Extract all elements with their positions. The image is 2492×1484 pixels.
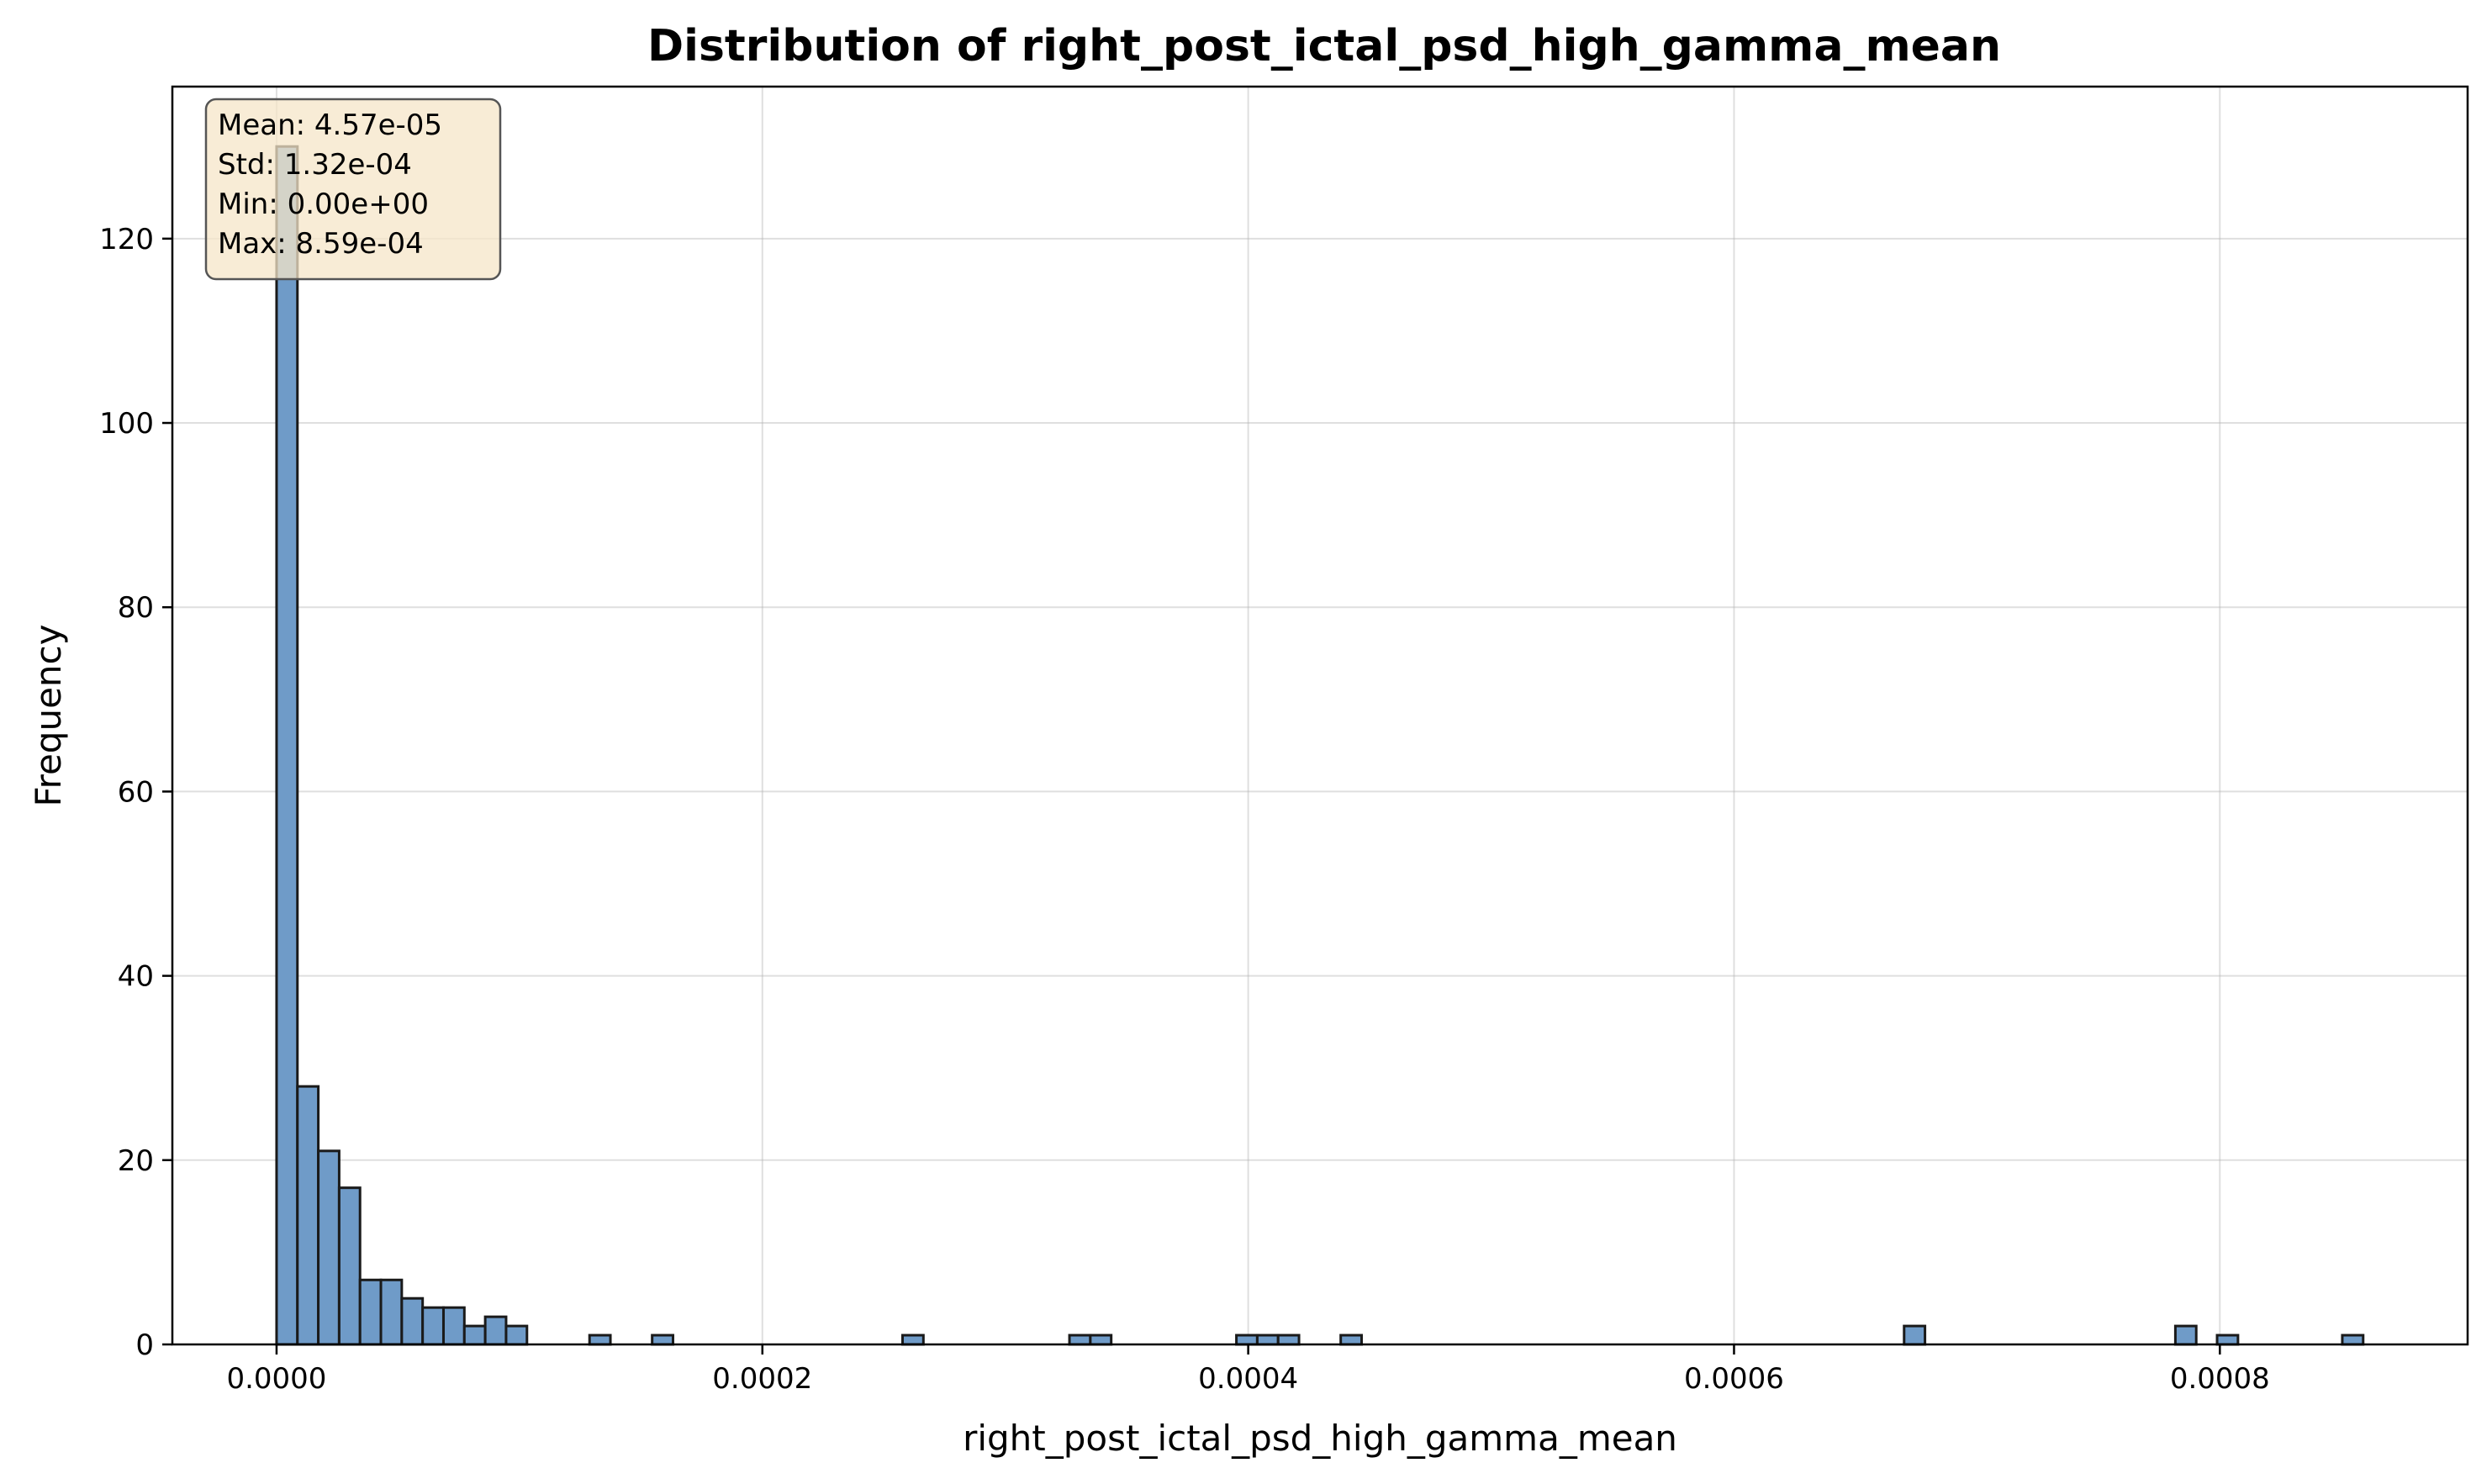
histogram-bar-15 — [588, 1333, 612, 1346]
histogram-bar-10 — [483, 1315, 508, 1346]
histogram-bar-30 — [900, 1333, 925, 1346]
histogram-bars — [275, 145, 2365, 1346]
histogram-bar-47 — [1255, 1333, 1280, 1346]
y-tick-label-3: 60 — [118, 775, 154, 809]
x-tick-label-4: 0.0008 — [2170, 1362, 2270, 1396]
histogram-bar-4 — [358, 1278, 383, 1346]
y-tick-label-4: 80 — [118, 591, 154, 625]
stats-max: Max: 8.59e-04 — [218, 227, 424, 261]
histogram-bar-9 — [462, 1324, 487, 1346]
histogram-bar-8 — [441, 1306, 466, 1346]
histogram-bar-11 — [504, 1324, 529, 1346]
y-tick-label-1: 20 — [118, 1144, 154, 1178]
y-tick-label-0: 0 — [135, 1328, 154, 1362]
y-axis-label: Frequency — [28, 625, 69, 807]
y-tick-label-5: 100 — [99, 407, 154, 441]
grid-lines — [172, 87, 2468, 1345]
histogram-bar-1 — [296, 1085, 320, 1346]
histogram-bar-39 — [1089, 1333, 1113, 1346]
chart-title: Distribution of right_post_ictal_psd_hig… — [647, 21, 2001, 71]
histogram-bar-6 — [400, 1297, 425, 1346]
histogram-bar-38 — [1068, 1333, 1092, 1346]
histogram-bar-3 — [337, 1186, 362, 1346]
histogram-bar-91 — [2173, 1324, 2198, 1346]
histogram-bar-18 — [651, 1333, 674, 1346]
stats-box: Mean: 4.57e-05 Std: 1.32e-04 Min: 0.00e+… — [204, 98, 502, 281]
x-tick-label-1: 0.0002 — [712, 1362, 812, 1396]
stats-min: Min: 0.00e+00 — [218, 187, 429, 221]
stats-mean: Mean: 4.57e-05 — [218, 108, 442, 142]
histogram-bar-2 — [317, 1149, 341, 1346]
x-tick-label-0: 0.0000 — [226, 1362, 326, 1396]
histogram-bar-78 — [1903, 1324, 1927, 1346]
plot-area-frame — [171, 85, 2469, 1346]
x-axis-label: right_post_ictal_psd_high_gamma_mean — [963, 1418, 1677, 1459]
stats-box-background — [204, 98, 502, 281]
histogram-bar-93 — [2215, 1333, 2240, 1346]
stats-std: Std: 1.32e-04 — [218, 148, 412, 182]
x-tick-label-2: 0.0004 — [1198, 1362, 1298, 1396]
histogram-bar-51 — [1339, 1333, 1363, 1346]
y-tick-label-6: 120 — [99, 223, 154, 256]
histogram-bar-99 — [2341, 1333, 2365, 1346]
x-tick-label-3: 0.0006 — [1684, 1362, 1784, 1396]
histogram-bar-48 — [1276, 1333, 1301, 1346]
y-tick-label-2: 40 — [118, 960, 154, 994]
histogram-bar-0 — [275, 145, 299, 1346]
x-axis-ticks: 0.0000 0.0002 0.0004 0.0006 0.0008 — [226, 1344, 2270, 1396]
y-axis-ticks: 0 20 40 60 80 100 120 — [99, 223, 172, 1362]
histogram-bar-46 — [1235, 1333, 1259, 1346]
histogram-bar-7 — [421, 1306, 445, 1346]
histogram-bar-5 — [379, 1278, 404, 1346]
